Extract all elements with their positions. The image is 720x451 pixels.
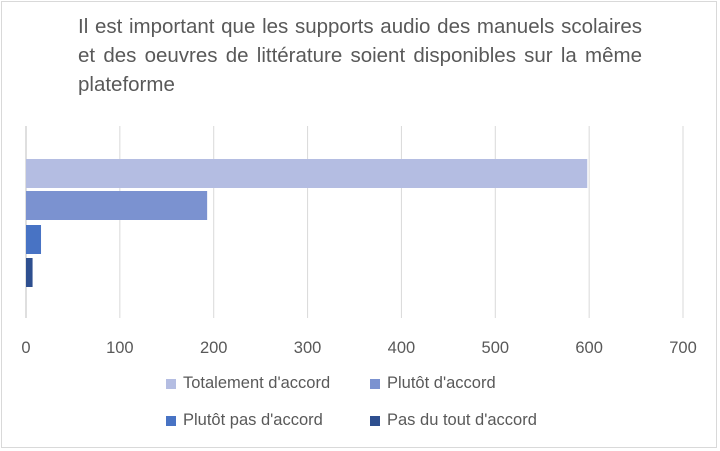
legend-label-pas-du-tout: Pas du tout d'accord: [387, 411, 537, 429]
legend-item-plutot: Plutôt d'accord: [370, 374, 496, 393]
x-tick-label-400: 400: [388, 339, 416, 357]
x-tick-label-200: 200: [200, 339, 228, 357]
legend-label-plutot-pas: Plutôt pas d'accord: [183, 411, 323, 429]
x-tick-label-100: 100: [106, 339, 134, 357]
bar-1: [26, 159, 588, 188]
legend-swatch-plutot: [370, 378, 380, 389]
legend-item-plutot-pas: Plutôt pas d'accord: [166, 411, 323, 430]
x-tick-label-500: 500: [482, 339, 510, 357]
x-tick-label-0: 0: [21, 339, 30, 357]
tick-labels: 0 100 200 300 400 500 600 700: [21, 339, 696, 357]
bars: [26, 159, 588, 287]
legend-label-plutot: Plutôt d'accord: [387, 374, 496, 392]
x-tick-label-600: 600: [575, 339, 603, 357]
gridlines: [25, 126, 684, 318]
legend-item-totalement: Totalement d'accord: [166, 374, 330, 393]
legend-label-totalement: Totalement d'accord: [183, 374, 331, 392]
bar-3: [26, 225, 42, 254]
legend-item-pas-du-tout: Pas du tout d'accord: [370, 411, 537, 430]
bar-4: [26, 258, 33, 287]
legend-swatch-pas-du-tout: [370, 415, 380, 426]
legend-swatch-totalement: [166, 378, 176, 389]
legend-swatch-plutot-pas: [166, 415, 176, 426]
x-tick-label-300: 300: [294, 339, 322, 357]
chart-title: Il est important que les supports audio …: [78, 15, 642, 96]
x-tick-label-700: 700: [669, 339, 697, 357]
bar-2: [26, 191, 208, 220]
